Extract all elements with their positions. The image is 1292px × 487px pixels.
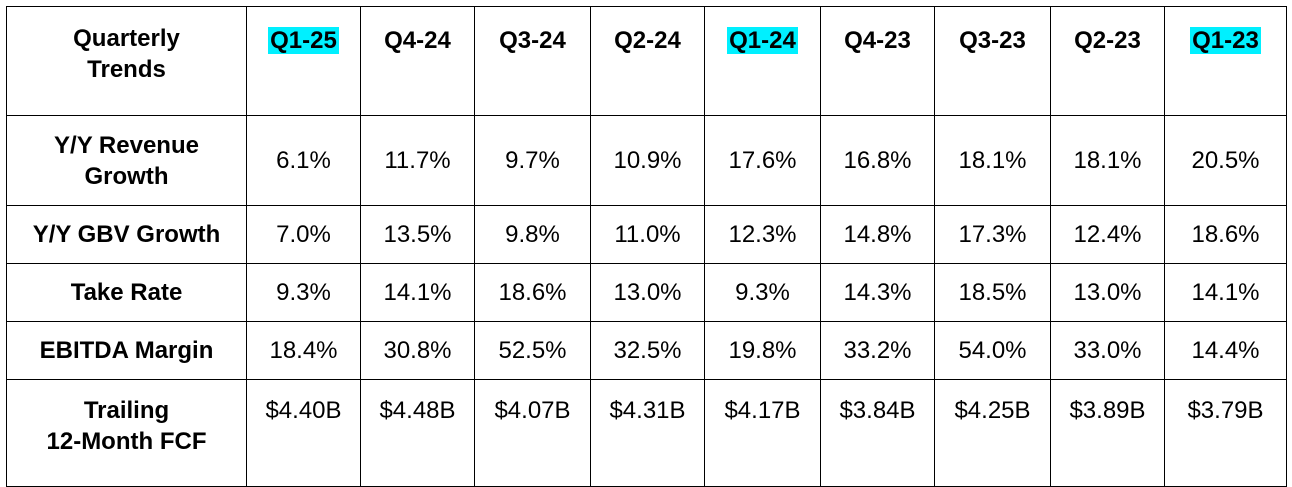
table-cell: $4.48B [360, 379, 475, 487]
table-cell: 19.8% [704, 321, 821, 380]
trailing-fcf-row: Trailing 12-Month FCF $4.40B $4.48B $4.07B $4… [6, 379, 1287, 487]
column-header-label: Q2-23 [1074, 27, 1141, 54]
column-header-label: Q1-24 [727, 27, 798, 54]
column-header-label: Q4-24 [384, 27, 451, 54]
table-cell: 18.6% [474, 263, 591, 322]
table-cell: 14.8% [820, 205, 935, 264]
table-cell: 14.1% [360, 263, 475, 322]
gbv-growth-row: Y/Y GBV Growth 7.0% 13.5% 9.8% 11.0% 12.3% 14.… [6, 205, 1287, 264]
table-cell: 11.7% [360, 115, 475, 206]
column-header-label: Q4-23 [844, 27, 911, 54]
table-cell: 30.8% [360, 321, 475, 380]
table-cell: $4.17B [704, 379, 821, 487]
ebitda-margin-row: EBITDA Margin 18.4% 30.8% 52.5% 32.5% 19.8% 33… [6, 321, 1287, 380]
table-cell: 14.1% [1164, 263, 1287, 322]
table-cell: 14.4% [1164, 321, 1287, 380]
table-cell: 6.1% [246, 115, 361, 206]
table-cell: $4.25B [934, 379, 1051, 487]
row-label: EBITDA Margin [6, 321, 247, 380]
table-cell: 18.4% [246, 321, 361, 380]
table-cell: 33.0% [1050, 321, 1165, 380]
table-cell: 10.9% [590, 115, 705, 206]
table-cell: 18.5% [934, 263, 1051, 322]
table-cell: 13.0% [590, 263, 705, 322]
table-cell: 9.3% [704, 263, 821, 322]
table-cell: 12.4% [1050, 205, 1165, 264]
table-cell: 20.5% [1164, 115, 1287, 206]
row-label: Trailing 12-Month FCF [6, 379, 247, 487]
table-cell: $4.07B [474, 379, 591, 487]
column-header: Q3-23 [934, 6, 1051, 116]
table-cell: 18.6% [1164, 205, 1287, 264]
table-cell: $4.31B [590, 379, 705, 487]
table-cell: 18.1% [934, 115, 1051, 206]
table-cell: 54.0% [934, 321, 1051, 380]
table-cell: 17.6% [704, 115, 821, 206]
column-header: Q1-24 [704, 6, 821, 116]
quarterly-trends-table: Quarterly Trends Q1-25 Q4-24 Q3-24 Q2-24 … [6, 6, 1287, 487]
row-label: Take Rate [6, 263, 247, 322]
table-cell: 13.5% [360, 205, 475, 264]
table-cell: 9.8% [474, 205, 591, 264]
table-cell: $4.40B [246, 379, 361, 487]
table-cell: 9.3% [246, 263, 361, 322]
column-header-label: Q3-24 [499, 27, 566, 54]
header-row: Quarterly Trends Q1-25 Q4-24 Q3-24 Q2-24 … [6, 6, 1287, 116]
table-cell: 9.7% [474, 115, 591, 206]
table-cell: 14.3% [820, 263, 935, 322]
take-rate-row: Take Rate 9.3% 14.1% 18.6% 13.0% 9.3% 14.3% 18.… [6, 263, 1287, 322]
column-header: Q4-23 [820, 6, 935, 116]
table-cell: 13.0% [1050, 263, 1165, 322]
table-cell: 18.1% [1050, 115, 1165, 206]
column-header: Q1-23 [1164, 6, 1287, 116]
column-header-label: Q2-24 [614, 27, 681, 54]
column-header: Q2-23 [1050, 6, 1165, 116]
table-cell: $3.89B [1050, 379, 1165, 487]
revenue-growth-row: Y/Y Revenue Growth 6.1% 11.7% 9.7% 10.9% 17.6%… [6, 115, 1287, 206]
header-corner-label: Quarterly Trends [6, 6, 247, 116]
table-cell: 17.3% [934, 205, 1051, 264]
table-cell: 52.5% [474, 321, 591, 380]
table-cell: 16.8% [820, 115, 935, 206]
row-label: Y/Y GBV Growth [6, 205, 247, 264]
column-header-label: Q1-25 [268, 27, 339, 54]
table-cell: 11.0% [590, 205, 705, 264]
column-header: Q3-24 [474, 6, 591, 116]
column-header: Q1-25 [246, 6, 361, 116]
table-cell: 33.2% [820, 321, 935, 380]
table-cell: $3.79B [1164, 379, 1287, 487]
header-corner-text: Quarterly Trends [73, 25, 180, 83]
table-cell: 12.3% [704, 205, 821, 264]
table-cell: 7.0% [246, 205, 361, 264]
column-header: Q4-24 [360, 6, 475, 116]
row-label: Y/Y Revenue Growth [6, 115, 247, 206]
table-cell: $3.84B [820, 379, 935, 487]
column-header: Q2-24 [590, 6, 705, 116]
column-header-label: Q3-23 [959, 27, 1026, 54]
column-header-label: Q1-23 [1190, 27, 1261, 54]
table-cell: 32.5% [590, 321, 705, 380]
